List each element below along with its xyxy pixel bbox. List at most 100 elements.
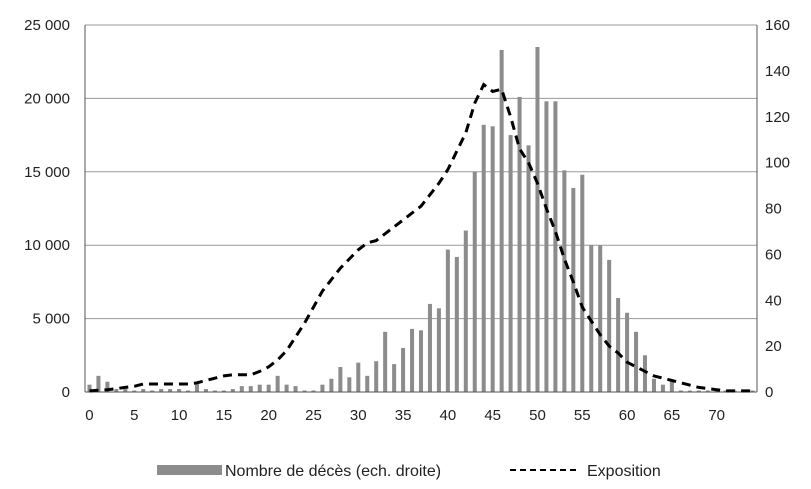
bar [230,389,235,392]
right-tick-label: 140 [765,63,790,80]
x-tick-label: 60 [619,407,636,424]
x-tick-label: 50 [529,407,546,424]
bar [517,96,522,392]
bar [535,47,540,393]
bar [401,347,406,392]
bar [410,328,415,392]
right-tick-label: 40 [765,292,782,309]
bar [750,390,755,392]
right-tick-label: 0 [765,384,773,401]
bar [257,384,262,392]
bar [499,49,504,393]
bar [696,390,701,392]
bar [669,381,674,392]
x-tick-label: 15 [216,407,233,424]
bar [365,375,370,392]
left-tick-label: 25 000 [24,17,70,34]
line-series [89,82,753,393]
bar [212,390,217,392]
bar [571,187,576,392]
bar [105,381,110,392]
bar [454,256,459,392]
x-tick-label: 0 [85,407,93,424]
bar [553,101,558,392]
exposition-line [89,82,753,393]
bar [392,364,397,392]
x-tick-label: 65 [664,407,681,424]
bar [625,312,630,392]
x-tick-label: 10 [171,407,188,424]
right-tick-label: 100 [765,155,790,172]
left-tick-label: 0 [62,384,70,401]
legend-bar-swatch [157,465,222,475]
bar [114,389,119,392]
bar [329,378,334,392]
bar [714,390,719,392]
bar [660,384,665,392]
x-tick-label: 30 [350,407,367,424]
gridlines [85,24,757,320]
x-tick-label: 20 [260,407,277,424]
bar [607,259,612,392]
bar [544,101,549,392]
bar [338,367,343,392]
bar [526,145,531,392]
right-tick-label: 80 [765,201,782,218]
bar [356,362,361,392]
x-tick-label: 55 [574,407,591,424]
bar [141,389,146,392]
bar [705,390,710,392]
bar [481,124,486,392]
bar [284,384,289,392]
bar [436,308,441,392]
left-tick-label: 20 000 [24,90,70,107]
axis-frame [84,25,758,393]
x-tick-label: 5 [130,407,138,424]
bar [123,389,128,392]
right-tick-label: 20 [765,338,782,355]
left-tick-label: 5 000 [32,311,70,328]
right-tick-label: 60 [765,246,782,263]
right-tick-label: 120 [765,109,790,126]
bar [177,389,182,392]
bar [490,126,495,393]
bar [221,390,226,392]
x-axis-ticks: 0 5 10 15 20 25 30 35 40 45 50 55 60 65 70 [85,407,725,424]
bar [445,249,450,392]
bar [616,298,621,392]
bar [723,390,728,392]
bar [203,389,208,392]
bar [562,170,567,392]
x-tick-label: 70 [708,407,725,424]
bar [96,375,101,392]
bar [347,377,352,392]
legend-bar-label: Nombre de décès (ech. droite) [225,463,441,480]
bar [186,390,191,392]
bar [320,384,325,392]
bar [418,330,424,392]
bar [508,135,513,392]
bar [150,390,155,392]
x-tick-label: 25 [305,407,322,424]
bar [293,386,298,392]
left-tick-label: 15 000 [24,164,70,181]
bar [159,389,164,392]
bar [266,384,271,392]
right-axis-ticks: 0 20 40 60 80 100 120 140 160 [765,17,790,401]
bar [580,174,585,392]
bar [472,171,477,392]
x-tick-label: 40 [440,407,457,424]
bar [194,381,200,392]
left-axis-ticks: 0 5 000 10 000 15 000 20 000 25 000 [24,17,70,401]
bar-series [87,47,755,393]
x-tick-label: 45 [484,407,501,424]
legend-line-label: Exposition [587,463,661,480]
bar [383,331,388,392]
legend: Nombre de décès (ech. droite) Exposition [157,463,661,480]
bar [248,386,253,392]
bar [463,230,468,392]
bar [374,361,379,392]
bar [302,390,307,392]
bar [651,378,656,392]
